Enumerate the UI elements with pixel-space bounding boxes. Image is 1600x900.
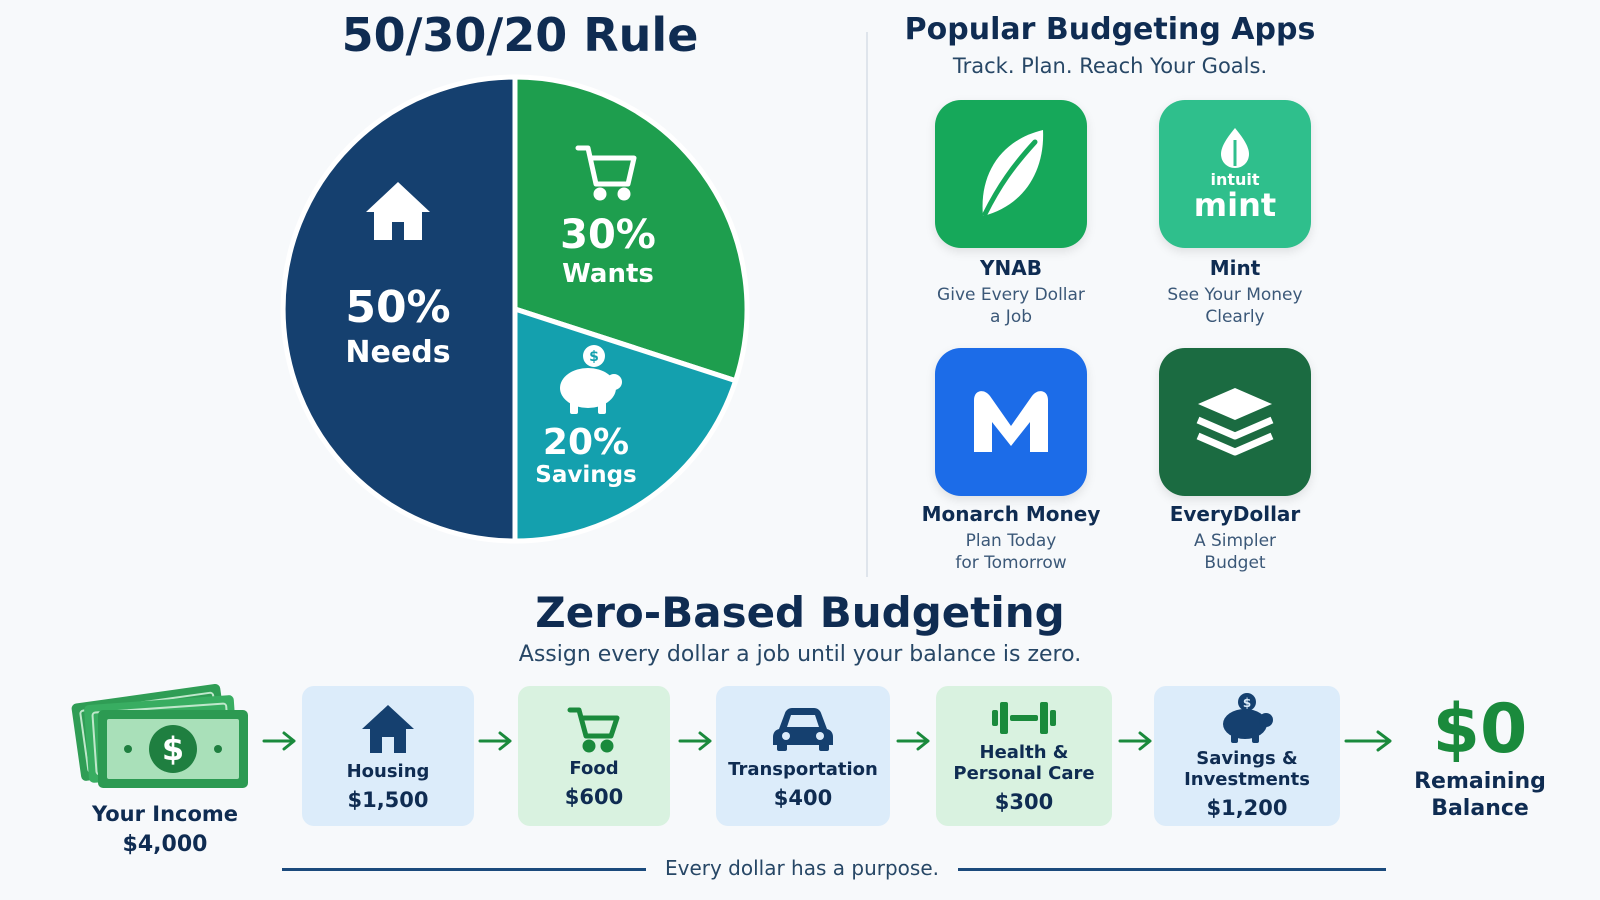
pie-slice-needs: [280, 74, 518, 544]
step-label-line2: Investments: [1184, 769, 1310, 790]
zero-based-title: Zero-Based Budgeting: [535, 588, 1065, 637]
pie-wants-group: 30% Wants: [560, 145, 656, 289]
apps-subtitle: Track. Plan. Reach Your Goals.: [952, 54, 1268, 78]
app-tagline-everydollar-line2: Budget: [1204, 553, 1266, 573]
app-tile-everydollar[interactable]: [1159, 348, 1311, 496]
step-amount: $300: [994, 790, 1054, 814]
monarch-m-icon: [974, 391, 1048, 452]
remaining-balance-line2: Balance: [1431, 796, 1529, 821]
remaining-balance-amount: $0: [1432, 690, 1528, 769]
budget-step-transportation: Transportation $400: [716, 686, 890, 826]
house-icon: [366, 182, 430, 240]
step-label: Housing: [346, 760, 430, 782]
step-amount: $600: [564, 784, 624, 809]
leaf-icon: [982, 130, 1044, 217]
shopping-cart-icon: [567, 707, 620, 752]
app-tagline-mint-line1: See Your Money: [1167, 285, 1303, 305]
step-label: Food: [569, 757, 619, 779]
dumbbell-icon: [992, 702, 1056, 734]
apps-title: Popular Budgeting Apps: [904, 12, 1316, 47]
mint-logo-icon: [1221, 128, 1249, 168]
app-tile-monarch-money[interactable]: [935, 348, 1087, 496]
step-label: Transportation: [728, 758, 878, 780]
app-name-everydollar: EveryDollar: [1169, 502, 1301, 526]
money-stack-icon: $: [71, 684, 248, 788]
step-label-line2: Personal Care: [953, 763, 1095, 784]
slice-category-label-savings: Savings: [535, 462, 637, 488]
income-label: Your Income: [91, 802, 239, 826]
mint-logo-top-text: intuit: [1210, 170, 1260, 189]
step-amount: $1,200: [1206, 796, 1288, 820]
pie-slice-savings: [512, 305, 739, 544]
app-tagline-ynab-line1: Give Every Dollar: [937, 285, 1085, 305]
app-name-ynab: YNAB: [980, 256, 1042, 280]
arrow-right-icon: [262, 731, 296, 751]
rule-title: 50/30/20 Rule: [341, 8, 699, 62]
slice-value-label-savings: 20%: [543, 422, 629, 463]
income-amount: $4,000: [122, 832, 208, 857]
pie-needs-group: 50% Needs: [345, 182, 451, 370]
svg-text:$: $: [1243, 696, 1251, 710]
app-tagline-mint-line2: Clearly: [1205, 307, 1265, 327]
app-tile-ynab[interactable]: [935, 100, 1087, 248]
step-amount: $1,500: [347, 787, 429, 812]
car-icon: [773, 707, 833, 751]
arrow-right-icon: [1118, 731, 1152, 751]
app-tagline-monarch-line2: for Tomorrow: [955, 553, 1067, 573]
budget-step-health: Health & Personal Care $300: [936, 686, 1112, 826]
pie-slice-wants: [512, 74, 750, 384]
arrow-right-icon: [1344, 730, 1392, 752]
budget-step-housing: Housing $1,500: [302, 686, 474, 826]
footer-line-right: [958, 868, 1386, 871]
arrow-right-icon: [478, 731, 512, 751]
remaining-balance-line1: Remaining: [1414, 769, 1546, 794]
stacked-layers-icon: [1196, 388, 1274, 456]
footer-text: Every dollar has a purpose.: [664, 856, 939, 880]
app-tagline-ynab-line2: a Job: [989, 307, 1033, 327]
app-name-monarch-money: Monarch Money: [921, 502, 1101, 526]
house-icon: [362, 704, 414, 753]
piggy-bank-icon: $: [560, 345, 622, 414]
arrow-right-icon: [896, 731, 930, 751]
arrow-right-icon: [678, 731, 712, 751]
app-tagline-everydollar-line1: A Simpler: [1193, 531, 1277, 551]
slice-category-label-wants: Wants: [562, 259, 654, 289]
footer-line-left: [282, 868, 646, 871]
svg-text:$: $: [589, 349, 599, 365]
slice-value-label-needs: 50%: [345, 282, 450, 333]
step-label-line1: Health &: [979, 742, 1069, 763]
app-tagline-monarch-line1: Plan Today: [965, 531, 1057, 551]
pie-savings-group: $ 20% Savings: [535, 345, 637, 488]
budget-pie-chart: 50% Needs 30% Wants $ 20% Savings: [280, 74, 750, 544]
svg-text:$: $: [162, 730, 184, 768]
mint-logo-main-text: mint: [1193, 186, 1277, 224]
step-amount: $400: [773, 785, 833, 810]
slice-value-label-wants: 30%: [560, 212, 656, 258]
remaining-balance-label: Remaining Balance: [1390, 768, 1570, 822]
app-name-mint: Mint: [1209, 256, 1261, 280]
step-label-line1: Savings &: [1196, 748, 1298, 769]
shopping-cart-icon: [575, 145, 637, 201]
budget-step-savings: $ Savings & Investments $1,200: [1154, 686, 1340, 826]
section-divider: [866, 32, 868, 577]
budget-step-food: Food $600: [518, 686, 670, 826]
app-tile-mint[interactable]: intuit mint: [1159, 100, 1311, 248]
slice-category-label-needs: Needs: [345, 335, 450, 370]
piggy-bank-icon: $: [1223, 693, 1273, 743]
zero-based-subtitle: Assign every dollar a job until your bal…: [518, 642, 1082, 667]
